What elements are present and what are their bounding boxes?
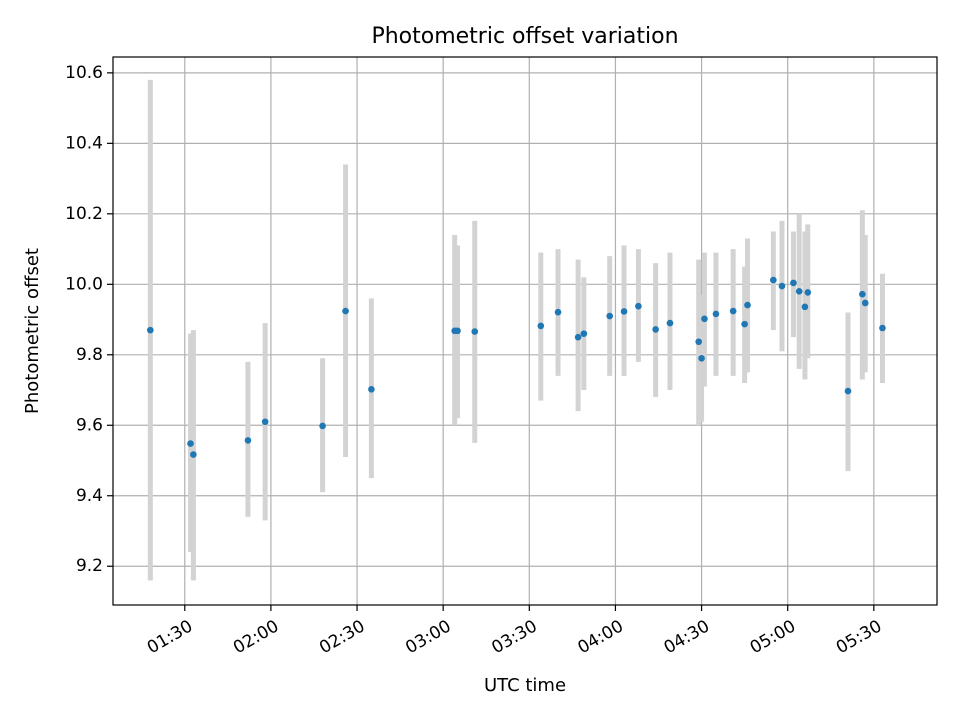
- x-tick-label: 01:30: [144, 616, 196, 658]
- data-point: [695, 338, 703, 346]
- x-tick-label: 03:00: [402, 616, 454, 658]
- y-tick-label: 10.4: [65, 133, 103, 153]
- y-tick-label: 9.2: [76, 556, 103, 576]
- y-tick-label: 10.6: [65, 63, 103, 83]
- data-point: [879, 324, 886, 332]
- y-axis-label: Photometric offset: [22, 248, 43, 414]
- x-tick-label: 04:00: [575, 616, 627, 658]
- data-point: [666, 319, 674, 327]
- data-point: [652, 326, 659, 333]
- data-point: [741, 320, 748, 328]
- data-point: [190, 451, 197, 458]
- x-axis-ticks: 01:30 02:00 02:30 03:00 03:30 04:00 04:30 05:00…: [144, 605, 885, 658]
- data-point: [729, 307, 737, 315]
- data-point: [635, 302, 642, 310]
- data-point: [580, 330, 588, 337]
- y-tick-label: 9.6: [76, 415, 103, 435]
- data-point: [795, 288, 803, 295]
- data-point: [554, 308, 562, 316]
- data-point: [368, 386, 375, 393]
- grid-lines: [113, 57, 937, 605]
- data-point: [859, 290, 866, 298]
- data-point: [712, 310, 720, 318]
- data-point: [844, 387, 852, 395]
- y-tick-label: 9.8: [76, 345, 103, 365]
- data-point: [187, 440, 194, 447]
- chart-title: Photometric offset variation: [371, 24, 678, 49]
- y-tick-label: 10.0: [65, 274, 103, 294]
- data-point: [861, 299, 869, 307]
- x-tick-label: 03:30: [488, 616, 540, 658]
- x-axis-label: UTC time: [484, 675, 566, 696]
- data-point: [574, 333, 582, 341]
- data-point: [261, 418, 269, 426]
- data-point: [537, 322, 545, 330]
- data-point: [778, 282, 786, 290]
- data-point: [342, 307, 349, 315]
- x-tick-label: 04:30: [661, 616, 713, 658]
- data-point: [790, 279, 797, 287]
- data-point: [804, 289, 812, 296]
- data-point: [147, 326, 154, 334]
- data-point: [698, 355, 705, 362]
- data-point: [744, 301, 751, 309]
- y-axis-ticks: 9.2 9.4 9.6 9.8 10.0 10.2 10.4 10.6: [65, 63, 113, 576]
- data-point: [471, 328, 479, 335]
- y-tick-label: 9.4: [76, 486, 103, 506]
- y-tick-label: 10.2: [65, 204, 103, 224]
- data-point: [701, 315, 708, 323]
- data-point: [606, 312, 613, 320]
- data-point: [620, 308, 628, 315]
- x-tick-label: 05:00: [747, 616, 799, 658]
- data-points: [147, 276, 886, 458]
- x-tick-label: 02:00: [230, 616, 282, 658]
- x-tick-label: 02:30: [316, 616, 368, 658]
- plot-frame: [112, 56, 938, 606]
- data-point: [801, 303, 809, 311]
- x-tick-label: 05:30: [833, 616, 885, 658]
- error-bars: [147, 79, 885, 581]
- data-point: [319, 422, 326, 430]
- data-point: [770, 276, 777, 284]
- data-point: [244, 437, 252, 444]
- data-point: [454, 327, 461, 335]
